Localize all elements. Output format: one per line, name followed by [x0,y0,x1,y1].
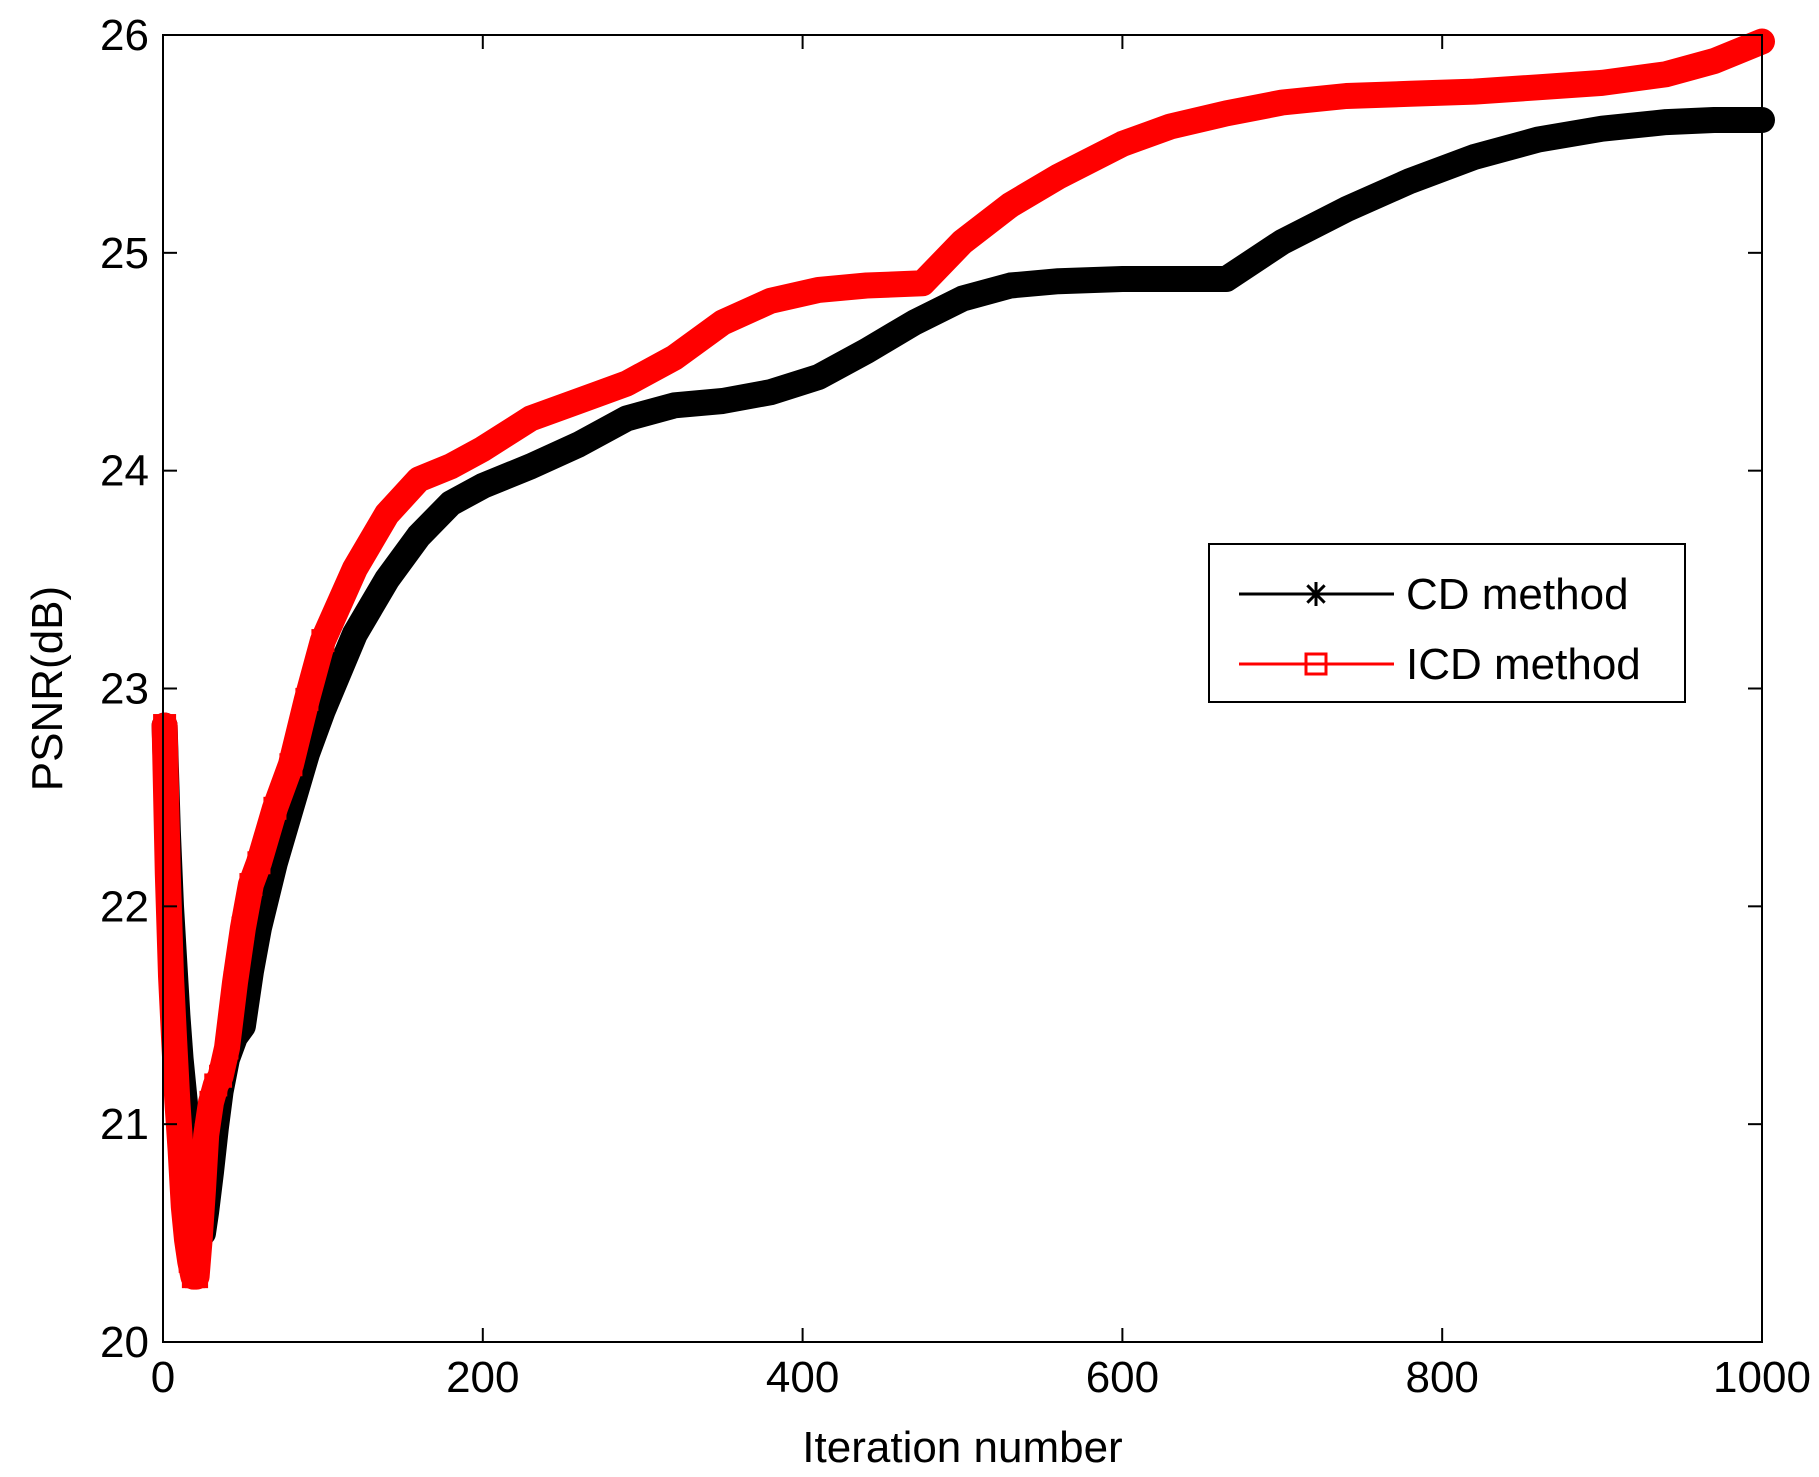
y-tick-label: 20 [100,1318,149,1367]
y-tick-label: 25 [100,229,149,278]
data-point [263,796,287,820]
data-point [169,1138,193,1162]
legend-marker [1304,582,1328,606]
data-point [295,687,319,711]
series-line [163,40,1763,1278]
data-point [178,1249,202,1273]
data-point [191,1178,215,1202]
legend: CD method ICD method [1208,543,1686,703]
y-axis-label: PSNR(dB) [23,586,72,791]
data-point [188,1225,212,1249]
data-point [239,873,263,897]
series-icd-method [151,28,1775,1290]
y-tick-label: 26 [100,11,149,60]
data-point [223,971,247,995]
data-point [175,1228,199,1252]
data-point [165,1090,189,1114]
legend-box [1208,543,1686,703]
data-point [172,1195,196,1219]
legend-label: CD method [1406,570,1629,619]
y-tick-label: 22 [100,882,149,931]
x-tick-label: 800 [1405,1353,1478,1402]
legend-label: ICD method [1406,640,1641,689]
y-tick-label: 21 [100,1100,149,1149]
y-tick-label: 23 [100,665,149,714]
data-point [231,916,255,940]
data-point [215,1036,239,1060]
data-point [194,1123,218,1147]
legend-entry-icd-method: ICD method [1239,640,1641,689]
data-point [156,862,180,886]
data-point [247,851,271,875]
asterisk-stroke [1306,584,1326,604]
legend-entry-cd-method: CD method [1239,570,1629,619]
data-point [311,629,335,653]
x-tick-label: 0 [151,1353,175,1402]
data-point [199,1090,223,1114]
asterisk-stroke [313,701,332,720]
x-tick-label: 400 [766,1353,839,1402]
x-tick-label: 1000 [1713,1353,1811,1402]
x-tick-label: 200 [446,1353,519,1402]
data-point [153,714,177,738]
axis-ticks: 0 200 400 600 800 1000 20 21 22 23 24 25 26 [100,11,1811,1402]
data-point [159,964,183,988]
x-tick-label: 600 [1086,1353,1159,1402]
data-point [209,1064,233,1088]
data-point [279,753,303,777]
y-tick-label: 24 [100,447,149,496]
series-layer [151,28,1775,1290]
legend-marker [1304,652,1328,676]
data-point [185,1265,209,1289]
data-point [162,1029,186,1053]
legend-entries: CD method ICD method [1239,570,1641,689]
x-axis-label: Iteration number [802,1423,1122,1472]
